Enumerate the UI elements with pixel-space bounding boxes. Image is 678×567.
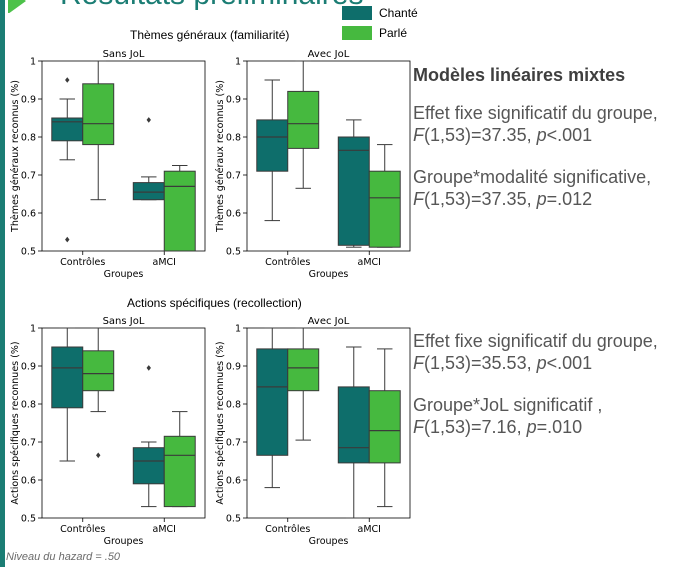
x-tick-label: aMCI [153,257,176,268]
boxplot-actions-sans-jol: Sans JoL 0.5 0.6 0.7 0.8 0.9 1 Actions spécifiq… [10,316,206,547]
box [368,390,401,464]
box [337,136,370,246]
y-tick-label: 0.9 [21,95,36,106]
box [132,182,165,201]
plot-title: Sans JoL [103,49,145,60]
plot-area: Sans JoL 0.5 0.6 0.7 0.8 0.9 1 Thèmes généraux … [10,49,206,280]
y-tick-label: 1 [235,57,241,68]
plot-frame [41,60,206,252]
box [82,350,115,392]
box [337,386,370,464]
outlier-point [146,117,151,123]
stats-heading: Modèles linéaires mixtes [413,65,626,85]
y-tick-label: 1 [30,324,36,335]
y-axis-label: Thèmes généraux reconnus (%) [10,80,21,233]
bullet-triangle-icon [8,0,26,13]
section-title-recollection: Actions spécifiques (recollection) [127,296,302,310]
plot-area: Avec JoL 0.5 0.6 0.7 0.8 0.9 1 Thèmes généraux … [215,49,411,280]
box [368,170,401,248]
box [51,346,84,409]
y-tick-label: 0.5 [21,247,36,258]
y-tick-label: 0.7 [21,171,36,182]
y-tick-label: 0.5 [21,514,36,525]
y-tick-label: 1 [235,324,241,335]
stats-paragraph: Effet fixe significatif du groupe, F(1,5… [413,331,658,373]
section-title-familiarite: Thèmes généraux (familiarité) [130,28,290,42]
accent-bar [0,0,5,567]
y-tick-label: 0.9 [21,362,36,373]
box [287,90,320,149]
slide-header: Résultats préliminaires [0,0,470,13]
outlier-point [146,365,151,371]
plot-title: Avec JoL [308,49,350,60]
x-axis-label: Groupes [104,269,144,280]
plot-area: Avec JoL 0.5 0.6 0.7 0.8 0.9 1 Actions spécifiq… [215,316,411,547]
plot-title: Avec JoL [308,316,350,327]
outlier-point [96,452,101,459]
outlier-point [65,77,70,83]
y-tick-label: 0.9 [226,95,241,106]
y-tick-label: 0.8 [226,133,241,144]
slide-title: Résultats préliminaires [60,0,363,10]
y-tick-label: 0.6 [226,476,241,487]
y-tick-label: 0.6 [21,209,36,220]
legend-label: Chanté [379,6,418,20]
legend-swatch [342,26,372,40]
y-tick-label: 1 [30,57,36,68]
x-tick-label: Contrôles [60,257,105,268]
y-axis-label: Thèmes généraux reconnus (%) [215,80,226,233]
x-axis-label: Groupes [104,536,144,547]
plot-area: Sans JoL 0.5 0.6 0.7 0.8 0.9 1 Actions spécifiq… [10,316,206,547]
stats-block-recollection: Effet fixe significatif du groupe, F(1,5… [413,330,658,438]
plot-title: Sans JoL [103,316,145,327]
x-tick-label: Contrôles [60,524,105,535]
y-tick-label: 0.6 [226,209,241,220]
y-tick-label: 0.7 [226,171,241,182]
box [163,170,196,252]
footnote: Niveau du hazard = .50 [6,551,121,563]
y-axis-label: Actions spécifiques reconnues (%) [10,341,21,504]
y-tick-label: 0.8 [21,400,36,411]
boxplot-themes-avec-jol: Avec JoL 0.5 0.6 0.7 0.8 0.9 1 Thèmes généraux … [215,49,411,280]
box [256,119,289,172]
boxplot-actions-avec-jol: Avec JoL 0.5 0.6 0.7 0.8 0.9 1 Actions spécifiq… [215,316,411,547]
x-tick-label: aMCI [153,524,176,535]
box [163,435,196,508]
plot-frame [246,60,411,252]
y-axis-label: Actions spécifiques reconnues (%) [215,341,226,504]
y-tick-label: 0.7 [226,438,241,449]
y-tick-label: 0.5 [226,514,241,525]
y-tick-label: 0.6 [21,476,36,487]
stats-block-familiarite: Modèles linéaires mixtes Effet fixe sign… [413,64,658,210]
plot-frame [41,327,206,519]
boxplot-themes-sans-jol: Sans JoL 0.5 0.6 0.7 0.8 0.9 1 Thèmes généraux … [10,49,206,280]
outlier-point [65,236,70,243]
stats-paragraph: Groupe*modalité significative, F(1,53)=3… [413,167,652,209]
legend-label: Parlé [379,26,408,40]
box [132,447,165,485]
plot-frame [246,327,411,519]
stats-paragraph: Groupe*JoL significatif , F(1,53)=7.16, … [413,395,603,437]
y-tick-label: 0.9 [226,362,241,373]
x-tick-label: aMCI [358,257,381,268]
box [256,348,289,456]
box [82,83,115,146]
y-tick-label: 0.8 [21,133,36,144]
y-tick-label: 0.5 [226,247,241,258]
y-tick-label: 0.7 [21,438,36,449]
box [287,348,320,392]
x-axis-label: Groupes [309,536,349,547]
y-tick-label: 0.8 [226,400,241,411]
x-tick-label: Contrôles [265,257,310,268]
x-tick-label: Contrôles [265,524,310,535]
x-tick-label: aMCI [358,524,381,535]
legend-swatch [342,6,372,20]
x-axis-label: Groupes [309,269,349,280]
stats-paragraph: Effet fixe significatif du groupe, F(1,5… [413,103,658,145]
